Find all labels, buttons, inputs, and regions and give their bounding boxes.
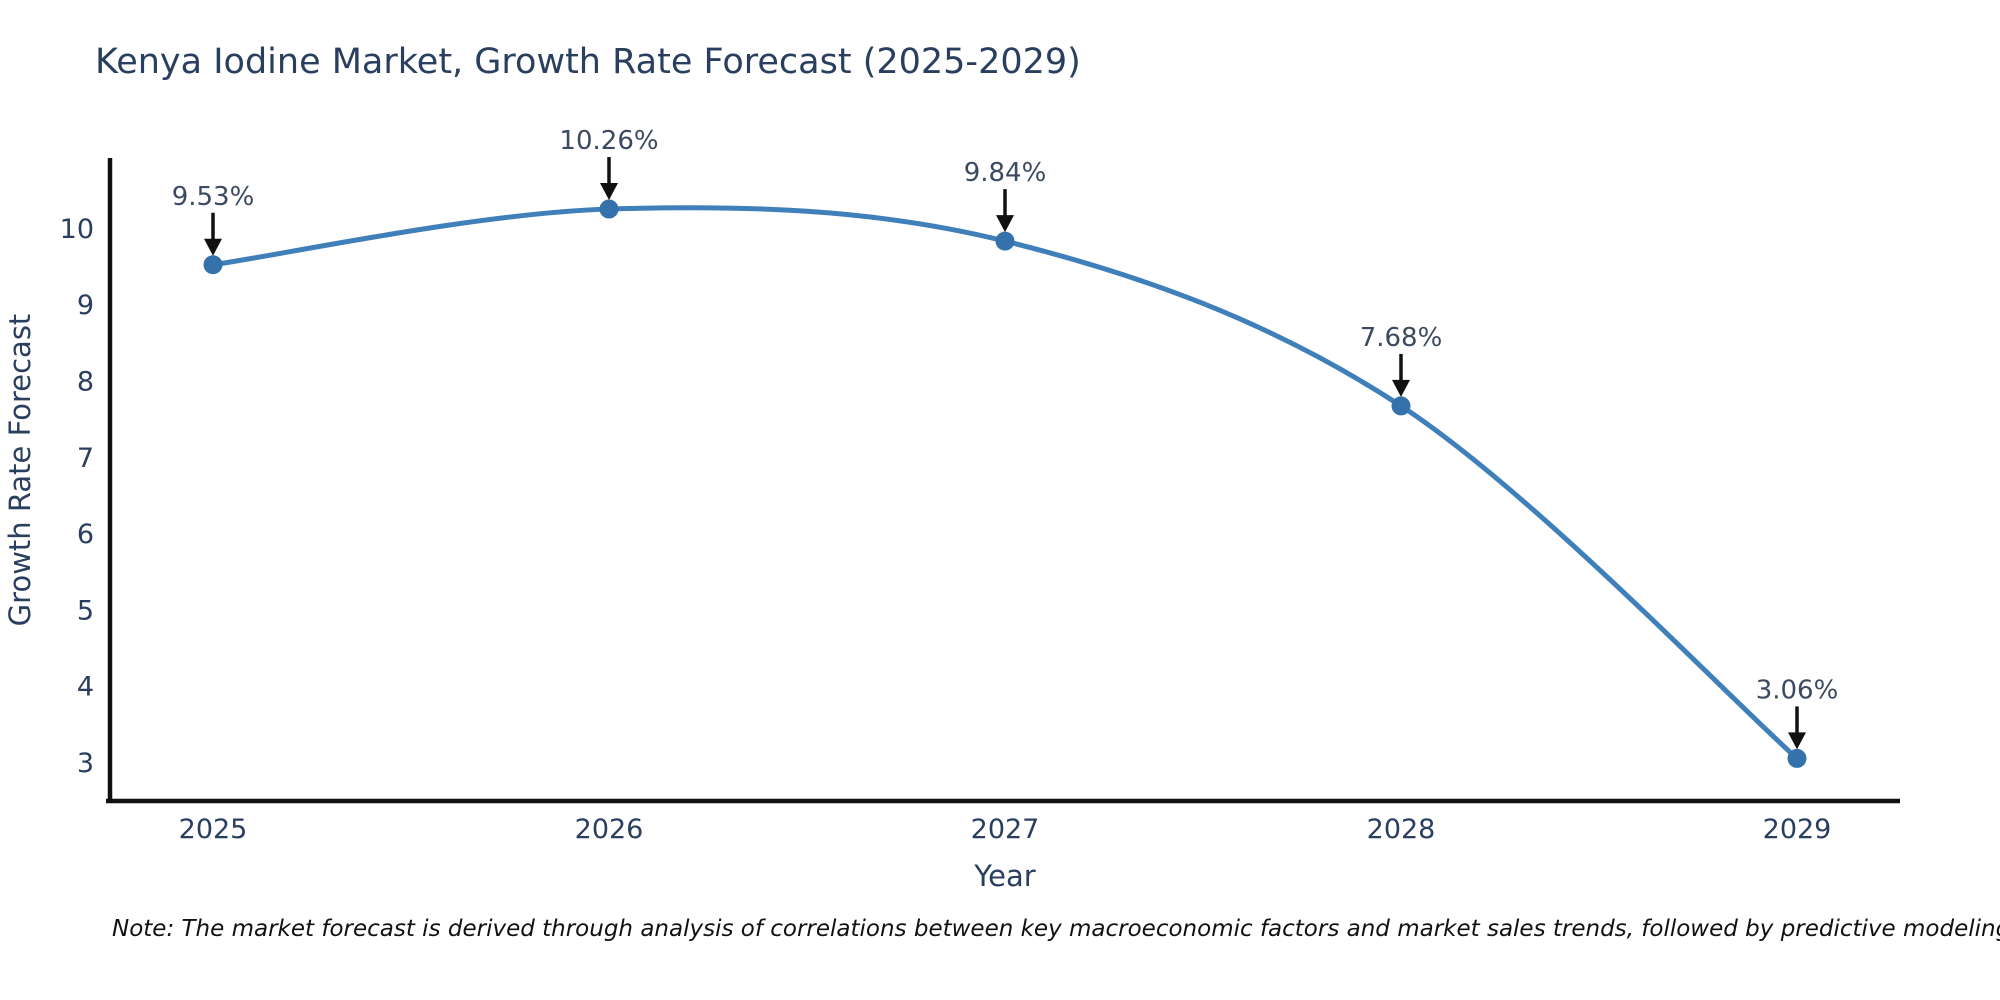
- data-point-marker: [1787, 748, 1807, 768]
- annotation-arrowhead: [600, 183, 618, 201]
- annotation-arrowhead: [996, 215, 1014, 233]
- x-tick-label: 2028: [1367, 814, 1436, 845]
- series-line: [210, 205, 1800, 761]
- data-point-marker: [1391, 396, 1411, 416]
- data-point-marker: [203, 255, 223, 275]
- chart-title: Kenya Iodine Market, Growth Rate Forecas…: [95, 42, 1081, 82]
- annotation-label: 10.26%: [559, 126, 658, 156]
- y-tick-label: 3: [77, 748, 94, 779]
- y-tick-label: 4: [77, 672, 94, 703]
- annotation-label: 9.84%: [964, 158, 1047, 188]
- x-tick-label: 2029: [1763, 814, 1832, 845]
- annotation-label: 3.06%: [1756, 675, 1839, 705]
- y-tick-label: 6: [77, 519, 94, 550]
- annotation-label: 7.68%: [1360, 323, 1443, 353]
- data-point-marker: [599, 199, 619, 219]
- annotation-arrowhead: [1788, 732, 1806, 750]
- annotation-arrowhead: [204, 238, 222, 256]
- annotation-label: 9.53%: [172, 182, 255, 212]
- x-axis-title: Year: [973, 859, 1035, 893]
- y-tick-label: 9: [77, 290, 94, 321]
- x-tick-label: 2025: [179, 814, 248, 845]
- y-tick-label: 8: [77, 367, 94, 398]
- y-tick-label: 5: [77, 595, 94, 626]
- x-tick-label: 2026: [575, 814, 644, 845]
- footnote: Note: The market forecast is derived thr…: [112, 916, 2000, 942]
- annotation-arrowhead: [1392, 379, 1410, 397]
- x-tick-label: 2027: [971, 814, 1040, 845]
- y-tick-label: 7: [77, 443, 94, 474]
- y-axis-title: Growth Rate Forecast: [3, 314, 37, 627]
- data-point-marker: [995, 231, 1015, 251]
- y-tick-label: 10: [60, 214, 94, 245]
